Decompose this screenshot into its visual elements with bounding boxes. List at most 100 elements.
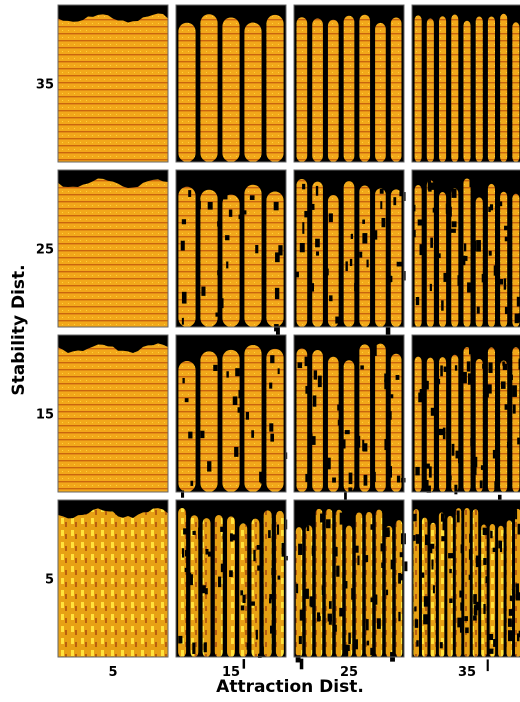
gap-spot xyxy=(217,270,220,275)
pattern-column xyxy=(200,14,217,162)
gap-spot xyxy=(307,526,309,531)
gap-spot xyxy=(270,355,274,363)
gap-spot xyxy=(501,381,506,388)
gap-spot xyxy=(354,283,358,291)
pattern-column xyxy=(463,21,470,162)
gap-spot xyxy=(429,466,432,477)
gap-spot xyxy=(239,215,242,219)
gap-spot xyxy=(186,602,190,611)
pattern-column xyxy=(359,15,370,162)
gap-spot xyxy=(493,639,498,647)
simulation-panel xyxy=(58,500,168,657)
gap-spot xyxy=(208,202,213,210)
gap-spot xyxy=(213,365,217,371)
pattern-column xyxy=(328,20,339,162)
gap-spot xyxy=(364,475,368,486)
gap-spot xyxy=(262,647,264,657)
simulation-panel xyxy=(58,5,168,162)
pattern-column xyxy=(488,17,495,162)
gap-spot xyxy=(414,607,416,612)
gap-spot xyxy=(476,240,481,252)
gap-spot xyxy=(302,184,305,189)
gap-spot xyxy=(441,300,444,310)
y-tick-label: 5 xyxy=(45,573,54,588)
gap-spot xyxy=(494,265,496,275)
simulation-panel xyxy=(412,5,520,162)
gap-spot xyxy=(386,530,390,535)
gap-spot xyxy=(232,534,235,540)
gap-spot xyxy=(324,574,326,585)
gap-spot xyxy=(380,201,382,209)
gap-spot xyxy=(504,278,506,289)
gap-spot xyxy=(196,305,200,314)
gap-spot xyxy=(339,608,344,617)
pattern-column xyxy=(244,185,261,327)
gap-spot xyxy=(241,605,244,610)
gap-spot xyxy=(338,420,341,426)
gap-spot xyxy=(467,282,471,292)
gap-spot xyxy=(247,643,250,650)
gap-spot xyxy=(398,612,400,621)
gap-spot xyxy=(456,451,460,459)
gap-spot xyxy=(262,257,265,262)
pattern-column xyxy=(391,354,402,492)
gap-spot xyxy=(489,251,492,256)
pattern-column xyxy=(375,344,386,492)
gap-spot xyxy=(296,272,299,278)
pattern-column xyxy=(463,178,470,327)
gap-spot xyxy=(426,480,429,488)
gap-spot xyxy=(416,297,419,305)
gap-spot xyxy=(296,655,301,662)
gap-spot xyxy=(424,371,427,382)
pattern-column xyxy=(375,188,386,327)
pattern-column xyxy=(391,17,402,162)
gap-spot xyxy=(274,202,279,210)
gap-spot xyxy=(421,573,425,578)
gap-spot xyxy=(490,531,492,539)
gap-spot xyxy=(495,287,500,297)
gap-spot xyxy=(461,544,464,553)
gap-spot xyxy=(457,510,460,522)
gap-spot xyxy=(420,389,424,398)
gap-spot xyxy=(240,590,243,595)
pattern-column xyxy=(451,355,458,492)
gap-spot xyxy=(483,558,486,565)
pattern-column xyxy=(239,523,247,657)
gap-spot xyxy=(370,246,372,257)
pattern-column xyxy=(297,348,308,492)
gap-spot xyxy=(509,609,514,616)
gap-spot xyxy=(424,596,428,606)
gap-spot xyxy=(248,540,252,552)
pattern-column xyxy=(476,359,483,492)
gap-spot xyxy=(181,241,185,251)
gap-spot xyxy=(229,210,232,217)
gap-spot xyxy=(182,378,184,383)
gap-spot xyxy=(431,182,435,189)
gap-spot xyxy=(316,186,318,196)
gap-spot xyxy=(464,243,466,251)
gap-spot xyxy=(318,616,321,621)
pattern-column xyxy=(312,19,323,162)
x-tick-label: 5 xyxy=(108,665,117,680)
gap-spot xyxy=(452,444,455,456)
gap-spot xyxy=(483,528,488,535)
gap-spot xyxy=(182,219,186,224)
gap-spot xyxy=(413,514,416,522)
gap-spot xyxy=(493,548,497,552)
gap-spot xyxy=(469,575,473,580)
gap-spot xyxy=(271,568,274,575)
gap-spot xyxy=(336,566,339,577)
gap-spot xyxy=(234,447,238,457)
gap-spot xyxy=(345,647,348,657)
pattern-column xyxy=(266,15,283,162)
pattern-column xyxy=(178,23,195,162)
gap-spot xyxy=(351,588,355,600)
pattern-fill xyxy=(58,508,168,657)
pattern-column xyxy=(500,14,507,162)
gap-spot xyxy=(512,589,514,594)
pattern-column xyxy=(326,509,333,657)
gap-spot xyxy=(384,373,386,382)
gap-spot xyxy=(455,365,457,370)
gap-spot xyxy=(360,365,364,369)
gap-spot xyxy=(364,555,368,562)
